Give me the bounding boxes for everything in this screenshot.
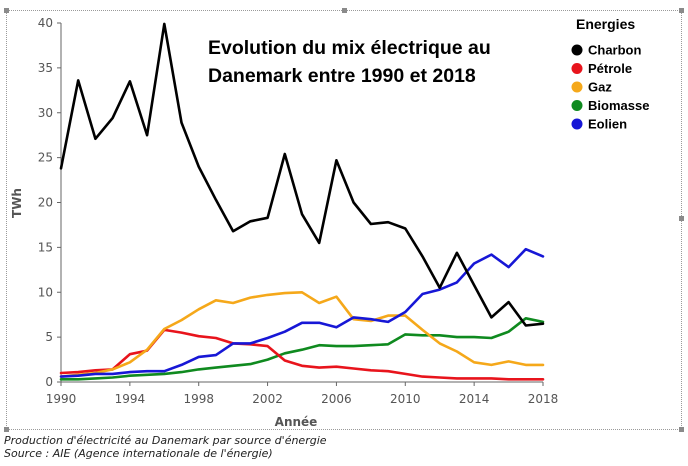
figure-caption: Production d'électricité au Danemark par… — [4, 434, 327, 460]
x-tick-label-2014: 2014 — [459, 392, 490, 406]
y-tick-label-25: 25 — [38, 151, 53, 165]
legend-label-gaz: Gaz — [588, 80, 612, 95]
legend-marker-gaz — [571, 81, 583, 93]
x-tick-label-1998: 1998 — [183, 392, 214, 406]
x-tick-label-1990: 1990 — [46, 392, 77, 406]
resize-handle-middle-right[interactable] — [679, 216, 684, 221]
legend-label-biomasse: Biomasse — [588, 98, 649, 113]
axes: 0 5 10 15 20 25 30 35 40 1990 1994 1998 2002 2006 2010… — [38, 16, 559, 406]
series-line-pétrole — [59, 328, 545, 381]
x-tick-label-2018: 2018 — [528, 392, 559, 406]
chart-title: Evolution du mix électrique au Danemark … — [208, 37, 491, 87]
x-tick-label-1994: 1994 — [115, 392, 146, 406]
resize-handle-bottom-left[interactable] — [4, 427, 9, 432]
series-line-biomasse — [59, 316, 545, 381]
legend: Energies Charbon Pétrole Gaz Biomasse Eolien — [571, 16, 649, 132]
legend-title: Energies — [576, 16, 635, 32]
legend-marker-biomasse — [571, 100, 583, 111]
resize-handle-top-left[interactable] — [4, 8, 9, 13]
legend-marker-pétrole — [571, 63, 583, 74]
y-tick-label-10: 10 — [38, 285, 53, 299]
chart-title-line-2: Danemark entre 1990 et 2018 — [208, 65, 476, 87]
y-tick-label-35: 35 — [38, 61, 53, 75]
x-tick-label-2006: 2006 — [321, 392, 352, 406]
legend-marker-charbon — [571, 44, 583, 56]
series-line-eolien — [59, 247, 545, 378]
x-axis-label: Année — [275, 415, 318, 429]
series-layer — [59, 22, 545, 381]
y-tick-label-30: 30 — [38, 106, 53, 120]
resize-handle-bottom-right[interactable] — [679, 427, 684, 432]
chart-title-line-1: Evolution du mix électrique au — [208, 37, 491, 59]
caption-line-2: Source : AIE (Agence internationale de l… — [4, 447, 273, 460]
resize-handle-top-right[interactable] — [679, 8, 684, 13]
y-tick-label-0: 0 — [45, 375, 53, 389]
line-chart: 0 5 10 15 20 25 30 35 40 1990 1994 1998 2002 2006 2010… — [10, 16, 649, 429]
resize-handle-top-center[interactable] — [342, 8, 347, 13]
series-line-charbon — [59, 22, 545, 327]
legend-label-pétrole: Pétrole — [588, 61, 632, 76]
y-tick-label-20: 20 — [38, 196, 53, 210]
legend-label-charbon: Charbon — [588, 43, 642, 58]
y-tick-label-40: 40 — [38, 16, 53, 30]
x-tick-label-2002: 2002 — [252, 392, 283, 406]
y-tick-label-15: 15 — [38, 240, 53, 254]
series-line-gaz — [59, 290, 545, 378]
legend-marker-eolien — [571, 118, 583, 130]
y-tick-label-5: 5 — [45, 330, 53, 344]
y-axis-label: TWh — [10, 188, 24, 218]
legend-label-eolien: Eolien — [588, 117, 627, 132]
chart-frame — [4, 8, 684, 432]
x-tick-label-2010: 2010 — [390, 392, 421, 406]
caption-line-1: Production d'électricité au Danemark par… — [4, 434, 327, 447]
